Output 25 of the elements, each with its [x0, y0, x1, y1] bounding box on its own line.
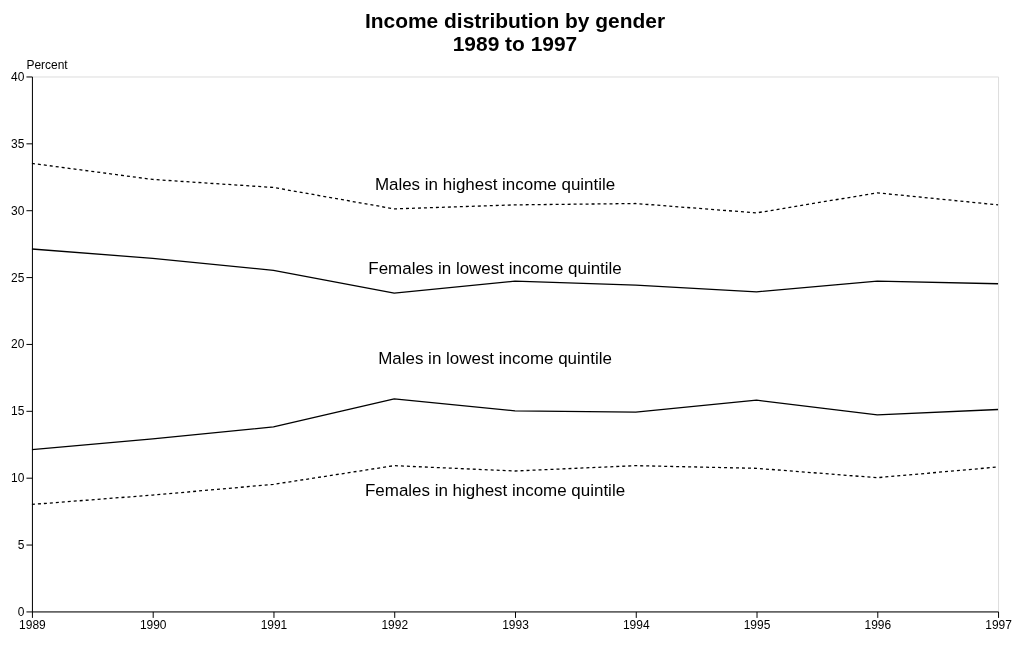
x-tick-label: 1992	[381, 617, 409, 632]
x-tick-label: 1996	[864, 617, 892, 632]
text: 1989 to 1997	[452, 31, 578, 55]
x-tick-label: 1997	[985, 617, 1013, 632]
y-tick-label: 35	[11, 136, 25, 151]
series-label: Males in lowest income quintile	[378, 348, 612, 368]
x-tick-label: 1995	[743, 617, 771, 632]
x-tick-label: 1990	[139, 617, 167, 632]
y-tick-label: 5	[17, 538, 25, 553]
y-tick-label: 30	[11, 203, 25, 218]
x-tick-label: 1989	[19, 617, 47, 632]
x-tick-label: 1993	[502, 617, 530, 632]
y-tick-label: 20	[11, 337, 25, 352]
x-tick-label: 1994	[622, 617, 650, 632]
y-axis-title: Percent	[26, 57, 69, 72]
y-tick-label: 40	[11, 69, 25, 84]
y-tick-label: 10	[11, 471, 25, 486]
x-tick-label: 1991	[260, 617, 288, 632]
y-tick-label: 15	[11, 404, 25, 419]
series-label: Females in lowest income quintile	[368, 259, 622, 279]
series-label: Females in highest income quintile	[364, 480, 626, 500]
series-label: Males in highest income quintile	[374, 174, 616, 194]
y-tick-label: 25	[11, 270, 25, 285]
y-tick-label: 0	[17, 604, 25, 619]
text: Income distribution by gender	[364, 8, 666, 32]
